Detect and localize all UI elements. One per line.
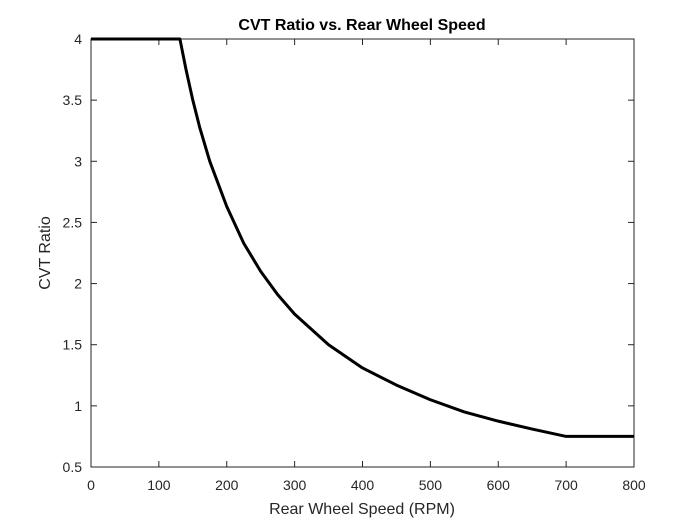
y-tick-label: 3.5 xyxy=(63,92,83,108)
series-line xyxy=(91,37,634,438)
y-tick-label: 4 xyxy=(74,31,82,47)
x-tick-label: 200 xyxy=(215,477,239,493)
x-tick-label: 600 xyxy=(487,477,511,493)
y-tick-label: 2.5 xyxy=(63,214,83,230)
x-tick-label: 700 xyxy=(554,477,578,493)
y-tick-label: 1 xyxy=(74,398,82,414)
y-axis-ticks: 0.5 1 1.5 2 2.5 3 3.5 4 xyxy=(63,31,634,475)
y-tick-label: 0.5 xyxy=(63,459,83,475)
x-tick-label: 800 xyxy=(622,477,646,493)
x-axis-label: Rear Wheel Speed (RPM) xyxy=(269,501,455,518)
chart-title: CVT Ratio vs. Rear Wheel Speed xyxy=(238,17,485,34)
x-tick-label: 0 xyxy=(87,477,95,493)
y-tick-label: 2 xyxy=(74,276,82,292)
x-tick-label: 300 xyxy=(283,477,307,493)
plot-area xyxy=(90,38,635,468)
series-layer xyxy=(91,37,634,438)
x-axis-ticks: 0 100 200 300 400 500 600 700 800 xyxy=(87,39,646,493)
y-axis-label: CVT Ratio xyxy=(37,216,54,290)
x-tick-label: 100 xyxy=(147,477,171,493)
x-tick-label: 500 xyxy=(419,477,443,493)
y-tick-label: 1.5 xyxy=(63,337,83,353)
y-tick-label: 3 xyxy=(74,153,82,169)
x-tick-label: 400 xyxy=(351,477,375,493)
